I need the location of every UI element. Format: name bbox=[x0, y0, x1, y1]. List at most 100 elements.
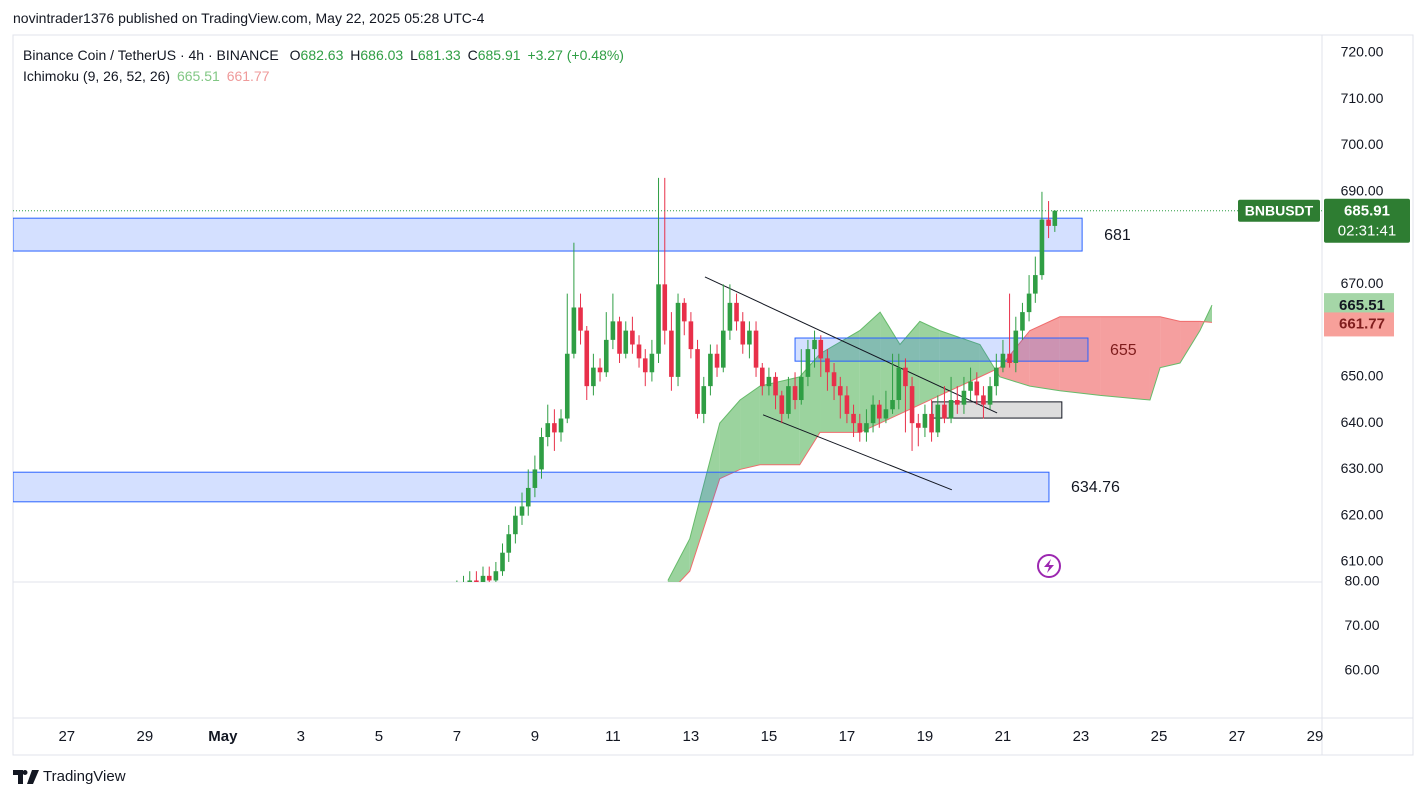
y-tick-label: 620.00 bbox=[1341, 506, 1384, 522]
candle-body bbox=[922, 413, 928, 428]
candle-body bbox=[584, 330, 590, 387]
cloud-segment bbox=[1029, 316, 1060, 391]
span-b-badge bbox=[1324, 312, 1394, 337]
candle-body bbox=[662, 284, 668, 331]
change: +3.27 (+0.48%) bbox=[527, 47, 624, 63]
candle-body bbox=[916, 423, 921, 428]
zone bbox=[13, 471, 1050, 503]
x-tick-label: 29 bbox=[136, 728, 153, 745]
legend-row: Ichimoku (9, 26, 52, 26) 665.51 661.77 bbox=[23, 66, 630, 87]
candle-body bbox=[935, 404, 941, 433]
candle-body bbox=[981, 395, 986, 405]
candle-body bbox=[961, 390, 967, 405]
countdown: 02:31:41 bbox=[1338, 223, 1396, 240]
candle-body bbox=[480, 575, 486, 582]
candle-body bbox=[929, 413, 934, 433]
cloud-segment bbox=[1149, 316, 1161, 401]
candle-body bbox=[1007, 353, 1012, 364]
zone bbox=[13, 217, 1083, 252]
span-a-label: 665.51 bbox=[1339, 297, 1385, 314]
legend: Binance Coin / TetherUS · 4h · BINANCE O… bbox=[23, 45, 630, 87]
candle-body bbox=[1026, 293, 1032, 313]
zone bbox=[794, 337, 1089, 362]
ohlc-value: 681.33 bbox=[417, 47, 461, 63]
x-tick-label: 21 bbox=[995, 728, 1012, 745]
price-label: 685.91 bbox=[1344, 203, 1390, 220]
candle-body bbox=[474, 580, 479, 582]
candle-body bbox=[1039, 219, 1045, 276]
candle-body bbox=[636, 344, 642, 359]
x-tick-label: 7 bbox=[453, 728, 461, 745]
candle-body bbox=[786, 386, 791, 414]
ohlc-label: O bbox=[289, 47, 301, 63]
candle-body bbox=[532, 469, 538, 488]
candle-body bbox=[837, 386, 843, 396]
y2-tick-label: 70.00 bbox=[1344, 617, 1379, 633]
span-b-label: 661.77 bbox=[1339, 315, 1385, 332]
y-tick-label: 720.00 bbox=[1341, 44, 1384, 60]
candle-body bbox=[753, 330, 759, 368]
cloud-segment bbox=[1160, 316, 1181, 368]
y-tick-label: 610.00 bbox=[1341, 553, 1384, 569]
candle-body bbox=[994, 367, 999, 387]
candle-body bbox=[798, 376, 804, 401]
candle-body bbox=[545, 423, 551, 438]
candle-body bbox=[870, 404, 876, 424]
candle-body bbox=[688, 321, 694, 350]
indicator-name: Ichimoku (9, 26, 52, 26) bbox=[23, 68, 171, 84]
plot-area bbox=[13, 177, 1213, 582]
candle-body bbox=[675, 302, 681, 377]
x-tick-label: 3 bbox=[297, 728, 305, 745]
candle-body bbox=[500, 552, 505, 572]
candle-body bbox=[708, 353, 713, 387]
candle-body bbox=[779, 395, 785, 414]
candle-body bbox=[844, 395, 850, 414]
candle-body bbox=[649, 353, 655, 373]
candle-body bbox=[506, 534, 512, 553]
candle-body bbox=[1020, 312, 1025, 331]
x-tick-label: 27 bbox=[58, 728, 75, 745]
candle-body bbox=[831, 372, 837, 387]
y2-tick-label: 60.00 bbox=[1344, 661, 1379, 677]
candle-body bbox=[701, 386, 707, 414]
candle-body bbox=[948, 400, 954, 419]
y-tick-label: 690.00 bbox=[1341, 183, 1384, 199]
candle-body bbox=[851, 413, 856, 424]
symbol-label: BNBUSDT bbox=[1245, 202, 1314, 218]
price-badge bbox=[1324, 198, 1410, 243]
candle-body bbox=[734, 302, 739, 322]
candle-body bbox=[525, 487, 531, 507]
x-tick-label: 9 bbox=[531, 728, 539, 745]
candle-body bbox=[805, 349, 811, 377]
span-a-line bbox=[667, 304, 1213, 581]
candle-body bbox=[720, 330, 726, 368]
candle-body bbox=[669, 330, 674, 377]
cloud-segment bbox=[880, 312, 900, 424]
x-tick-label: 17 bbox=[839, 728, 856, 745]
candle-body bbox=[864, 423, 869, 433]
cloud-segment bbox=[939, 330, 980, 396]
ohlc-label: C bbox=[467, 47, 478, 63]
candle-body bbox=[896, 367, 902, 401]
cloud-segment bbox=[1059, 316, 1101, 396]
candle-body bbox=[539, 437, 544, 470]
trendline bbox=[762, 414, 953, 491]
candle-body bbox=[695, 349, 700, 414]
x-tick-label: 25 bbox=[1151, 728, 1168, 745]
y-tick-label: 670.00 bbox=[1341, 275, 1384, 291]
candle-body bbox=[974, 381, 980, 396]
candle-body bbox=[571, 307, 577, 354]
candle-body bbox=[642, 358, 648, 373]
candle-body bbox=[812, 339, 817, 350]
candle-body bbox=[578, 307, 583, 331]
x-tick-label: 29 bbox=[1307, 728, 1324, 745]
candle-body bbox=[591, 367, 596, 387]
cloud-segment bbox=[689, 423, 720, 572]
cloud-segment bbox=[740, 386, 760, 470]
candle-body bbox=[467, 580, 473, 582]
lightning-icon bbox=[1037, 554, 1061, 578]
cloud-segment bbox=[1100, 316, 1150, 401]
ohlc-value: 682.63 bbox=[300, 47, 344, 63]
y2-tick-label: 80.00 bbox=[1344, 573, 1379, 589]
